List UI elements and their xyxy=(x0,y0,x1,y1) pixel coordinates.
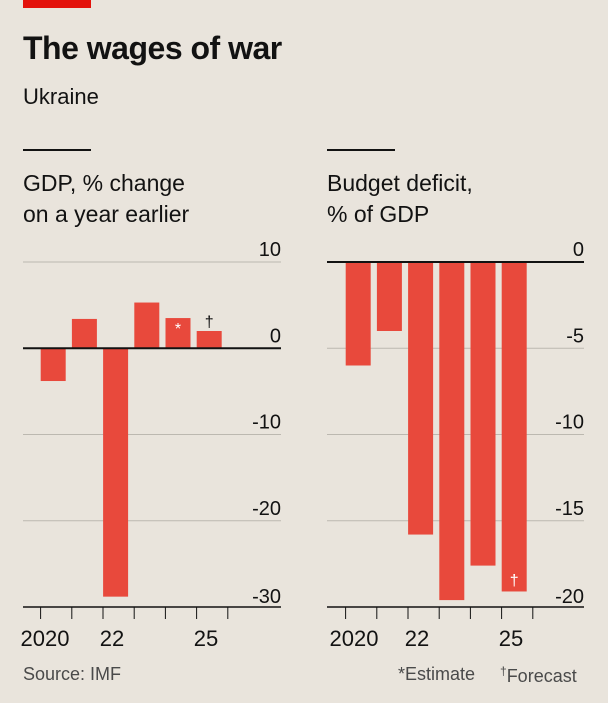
deficit-y-tick-label: -10 xyxy=(555,412,584,434)
estimate-note: *Estimate xyxy=(398,664,475,685)
estimate-mark: * xyxy=(398,664,406,684)
deficit-bar-2025 xyxy=(501,262,527,592)
deficit-bar-marker: † xyxy=(510,572,519,589)
brand-red-tag xyxy=(23,0,91,8)
deficit-bar-2024 xyxy=(470,262,496,566)
estimate-label: Estimate xyxy=(405,664,476,684)
chart-title: The wages of war xyxy=(23,30,282,66)
gdp-bar-2024 xyxy=(165,318,191,349)
gdp-bar-marker: * xyxy=(175,321,181,338)
deficit-y-tick-label: 0 xyxy=(573,239,584,261)
gdp-bar-2022 xyxy=(103,348,129,597)
gdp-x-tick-label: 22 xyxy=(100,626,124,651)
panel-title-deficit: Budget deficit, % of GDP xyxy=(327,170,473,227)
deficit-x-tick-label: 2020 xyxy=(330,626,379,651)
forecast-label: Forecast xyxy=(506,666,577,686)
chart-subtitle: Ukraine xyxy=(23,84,99,109)
gdp-y-tick-label: 0 xyxy=(270,325,281,347)
source-note: Source: IMF xyxy=(23,664,122,684)
gdp-y-tick-label: -30 xyxy=(252,586,281,608)
gdp-bar-2020 xyxy=(40,348,66,382)
gdp-x-tick-label: 25 xyxy=(194,626,218,651)
deficit-y-tick-label: -5 xyxy=(566,325,584,347)
gdp-bar-2021 xyxy=(71,318,97,349)
forecast-mark: † xyxy=(500,664,507,678)
deficit-bar-2022 xyxy=(408,262,434,535)
gdp-y-tick-label: 10 xyxy=(259,239,281,261)
gdp-bar-marker: † xyxy=(205,314,214,331)
gdp-y-tick-label: -10 xyxy=(252,412,281,434)
panel-rule-gdp xyxy=(23,149,91,151)
gdp-bar-2023 xyxy=(134,302,160,349)
deficit-bar-2021 xyxy=(376,262,402,331)
panel-title-gdp: GDP, % change on a year earlier xyxy=(23,170,190,227)
deficit-y-tick-label: -20 xyxy=(555,586,584,608)
panel-rule-deficit xyxy=(327,149,395,151)
deficit-x-tick-label: 22 xyxy=(405,626,429,651)
deficit-y-tick-label: -15 xyxy=(555,498,584,520)
forecast-note: †Forecast xyxy=(500,664,577,687)
gdp-bar-2025 xyxy=(196,331,222,349)
deficit-bar-2020 xyxy=(345,262,371,366)
gdp-x-tick-label: 2020 xyxy=(21,626,70,651)
deficit-bar-2023 xyxy=(439,262,465,601)
deficit-x-tick-label: 25 xyxy=(499,626,523,651)
gdp-y-tick-label: -20 xyxy=(252,498,281,520)
